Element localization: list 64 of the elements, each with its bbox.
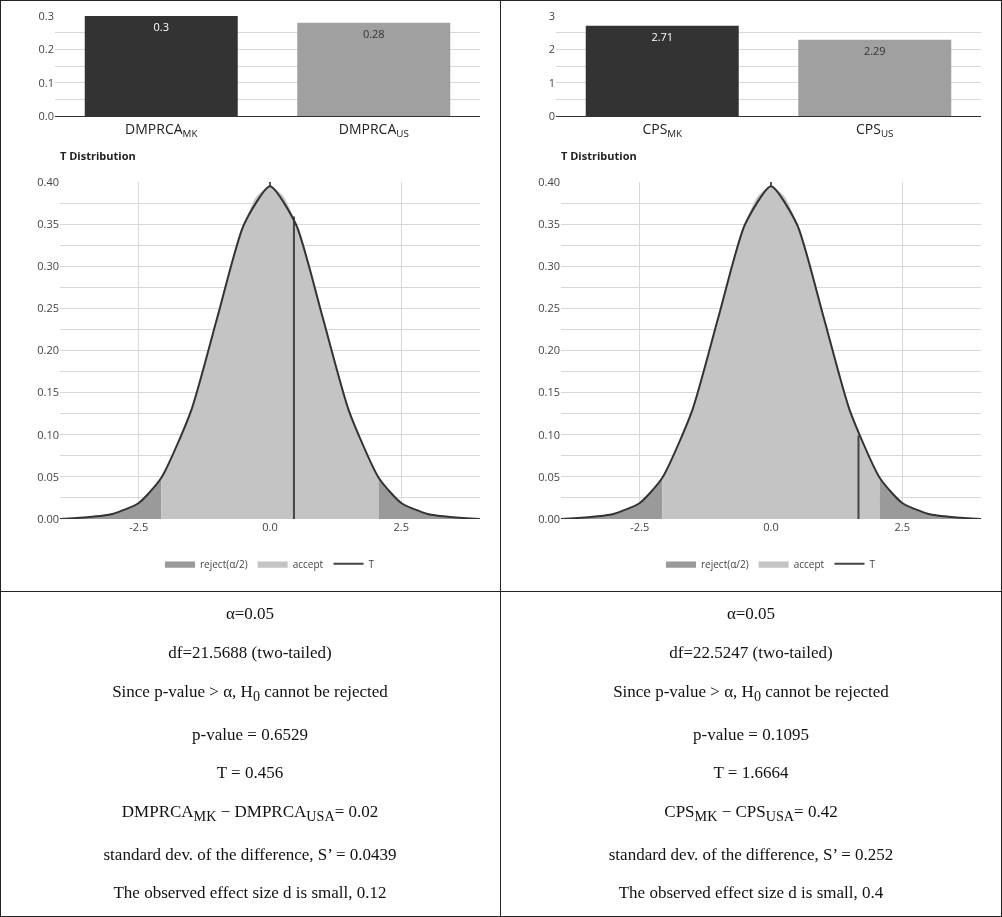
y-tick-label: 0.05: [538, 468, 560, 484]
text: α=0.05: [225, 604, 275, 625]
legend-label: reject(α/2): [701, 556, 749, 571]
text: T = 0.456: [216, 763, 284, 784]
y-tick-label: 0.35: [538, 215, 560, 231]
text: Since p-value > α, H$_{0}$ cannot be rejected: [112, 682, 388, 706]
x-tick-label: CPS$_{US}$: [856, 118, 894, 140]
legend-label: accept: [793, 556, 825, 571]
y-tick-label: 1: [548, 74, 555, 90]
y-tick-label: 0.40: [37, 173, 59, 189]
legend-label: reject(α/2): [200, 556, 248, 571]
y-tick-label: 0.30: [37, 258, 59, 274]
y-tick-label: 0.20: [538, 342, 560, 358]
y-tick-label: 3: [548, 7, 555, 23]
x-tick-label: 0.0: [262, 519, 278, 534]
text: The observed effect size d is small, 0.4: [618, 883, 884, 904]
chart-title: T Distribution: [561, 148, 637, 164]
y-tick-label: 0.15: [538, 384, 560, 400]
y-tick-label: 0.15: [37, 384, 59, 400]
text: α=0.05: [726, 604, 776, 625]
y-tick-label: 0.10: [538, 426, 560, 442]
chart-title: T Distribution: [60, 148, 136, 164]
y-tick-label: 0.2: [38, 41, 54, 57]
y-tick-label: 0.1: [38, 74, 54, 90]
x-tick-label: -2.5: [129, 519, 149, 534]
text: p-value = 0.6529: [192, 724, 308, 745]
text: standard dev. of the difference, S’ = 0.252: [608, 844, 894, 865]
text: standard dev. of the difference, S’ = 0.0439: [103, 844, 397, 865]
y-tick-label: 0.00: [538, 510, 560, 526]
legend-label: T: [368, 556, 375, 571]
x-tick-label: CPS$_{MK}$: [642, 118, 683, 140]
x-tick-label: DMPRCA$_{US}$: [338, 118, 409, 140]
y-tick-label: 0.3: [38, 7, 54, 23]
data-label: 2.29: [863, 42, 886, 58]
x-tick-label: 2.5: [894, 519, 910, 534]
y-tick-label: 0.25: [538, 300, 560, 316]
legend-label: accept: [292, 556, 324, 571]
x-tick-label: -2.5: [630, 519, 650, 534]
x-tick-label: 0.0: [763, 519, 779, 534]
y-tick-label: 0.25: [37, 300, 59, 316]
text: CPS$_{MK}$ − CPS$_{USA}$= 0.42: [664, 802, 838, 826]
y-tick-label: 0.10: [37, 426, 59, 442]
y-tick-label: 0.0: [38, 107, 54, 123]
data-label: 2.71: [651, 28, 674, 44]
y-tick-label: 0.35: [37, 215, 59, 231]
y-tick-label: 0.05: [37, 468, 59, 484]
y-tick-label: 0: [548, 107, 555, 123]
y-tick-label: 0.40: [538, 173, 560, 189]
text: df=22.5247 (two-tailed): [669, 643, 833, 664]
x-tick-label: 2.5: [393, 519, 409, 534]
data-label: 0.28: [362, 25, 385, 41]
text: p-value = 0.1095: [693, 724, 809, 745]
legend-label: T: [869, 556, 876, 571]
text: DMPRCA$_{MK}$ − DMPRCA$_{USA}$= 0.02: [121, 802, 379, 826]
y-tick-label: 0.00: [37, 510, 59, 526]
y-tick-label: 0.30: [538, 258, 560, 274]
y-tick-label: 2: [548, 41, 555, 57]
text: T = 1.6664: [713, 763, 789, 784]
x-tick-label: DMPRCA$_{MK}$: [125, 118, 198, 140]
data-label: 0.3: [153, 19, 169, 34]
text: df=21.5688 (two-tailed): [168, 643, 332, 664]
y-tick-label: 0.20: [37, 342, 59, 358]
text: The observed effect size d is small, 0.12: [113, 883, 387, 904]
text: Since p-value > α, H$_{0}$ cannot be rejected: [613, 682, 889, 706]
